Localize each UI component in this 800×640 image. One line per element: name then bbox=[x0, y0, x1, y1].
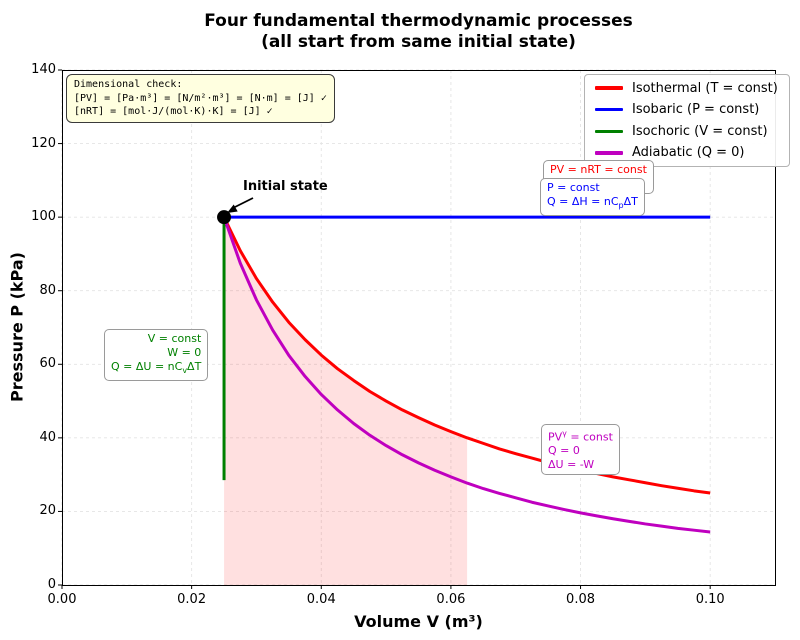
curve-adiabatic bbox=[222, 216, 711, 534]
y-tick-label: 20 bbox=[39, 503, 56, 519]
isochoric-formula-line3: Q = ΔU = nCvΔT bbox=[111, 359, 202, 375]
adiabatic-formula-line3: ΔU = -W bbox=[548, 458, 595, 472]
chart-title-line1: Four fundamental thermodynamic processes bbox=[204, 11, 633, 31]
isothermal-formula-line1: PV = nRT = const bbox=[550, 163, 647, 176]
y-tick-label: 40 bbox=[39, 429, 56, 445]
isochoric-formula-line2: W = 0 bbox=[167, 345, 202, 359]
dimensional-check-nrt: [nRT] = [mol·J/(mol·K)·K] = [J] ✓ bbox=[74, 106, 273, 117]
legend-swatch-isobaric bbox=[595, 107, 623, 112]
isobaric-formula-box: P = const Q = ΔH = nCpΔT bbox=[540, 178, 645, 216]
y-tick-label: 100 bbox=[31, 209, 56, 225]
y-tick-label: 120 bbox=[31, 135, 56, 151]
y-axis-label: Pressure P (kPa) bbox=[7, 252, 27, 402]
legend-swatch-isothermal bbox=[595, 86, 623, 90]
x-tick-label: 0.02 bbox=[177, 592, 207, 607]
dimensional-check-pv: [PV] = [Pa·m³] = [N/m²·m³] = [N·m] = [J]… bbox=[74, 92, 327, 104]
legend-swatch-isochoric bbox=[595, 129, 623, 134]
dimensional-check-title: Dimensional check: bbox=[74, 79, 183, 90]
initial-state-label: Initial state bbox=[243, 179, 328, 194]
isobaric-formula-line1: P = const bbox=[547, 181, 600, 194]
legend-item-isochoric: Isochoric (V = const) bbox=[585, 121, 789, 142]
curve-isothermal bbox=[222, 216, 711, 495]
legend-label-isothermal: Isothermal (T = const) bbox=[632, 80, 778, 96]
legend-label-isobaric: Isobaric (P = const) bbox=[632, 102, 760, 118]
x-tick-label: 0.06 bbox=[436, 592, 466, 607]
legend-label-isochoric: Isochoric (V = const) bbox=[632, 123, 768, 139]
legend-swatch-adiabatic bbox=[595, 151, 623, 155]
y-tick-label: 140 bbox=[31, 62, 56, 77]
isochoric-formula-line1: V = const bbox=[147, 332, 202, 345]
initial-state-point bbox=[217, 210, 232, 225]
dimensional-check-box: Dimensional check: [PV] = [Pa·m³] = [N/m… bbox=[66, 74, 335, 123]
x-tick-label: 0.00 bbox=[47, 592, 77, 607]
legend-label-adiabatic: Adiabatic (Q = 0) bbox=[632, 145, 745, 161]
initial-state-arrow-line bbox=[233, 197, 254, 209]
initial-state-arrow-head bbox=[227, 204, 238, 213]
x-tick-label: 0.08 bbox=[566, 592, 595, 607]
legend: Isothermal (T = const) Isobaric (P = con… bbox=[584, 74, 790, 167]
adiabatic-formula-box: PVγ = const Q = 0 ΔU = -W bbox=[541, 424, 620, 476]
adiabatic-formula-line1: PVγ = const bbox=[548, 429, 613, 444]
isobaric-formula-line2: Q = ΔH = nCpΔT bbox=[547, 194, 638, 210]
chart-title-line2: (all start from same initial state) bbox=[261, 32, 576, 52]
plot-border bbox=[62, 70, 776, 586]
legend-item-adiabatic: Adiabatic (Q = 0) bbox=[585, 142, 789, 163]
legend-item-isobaric: Isobaric (P = const) bbox=[585, 99, 789, 120]
x-tick-label: 0.10 bbox=[695, 592, 725, 607]
y-tick-label: 80 bbox=[39, 282, 56, 298]
y-tick-label: 0 bbox=[47, 577, 56, 592]
isochoric-formula-box: V = const W = 0 Q = ΔU = nCvΔT bbox=[104, 329, 209, 381]
x-axis-label: Volume V (m³) bbox=[354, 612, 483, 631]
adiabatic-formula-line2: Q = 0 bbox=[548, 444, 580, 458]
x-tick-label: 0.04 bbox=[306, 592, 336, 607]
y-tick-label: 60 bbox=[39, 356, 56, 372]
legend-item-isothermal: Isothermal (T = const) bbox=[585, 78, 789, 99]
shaded-work-region bbox=[224, 217, 468, 585]
